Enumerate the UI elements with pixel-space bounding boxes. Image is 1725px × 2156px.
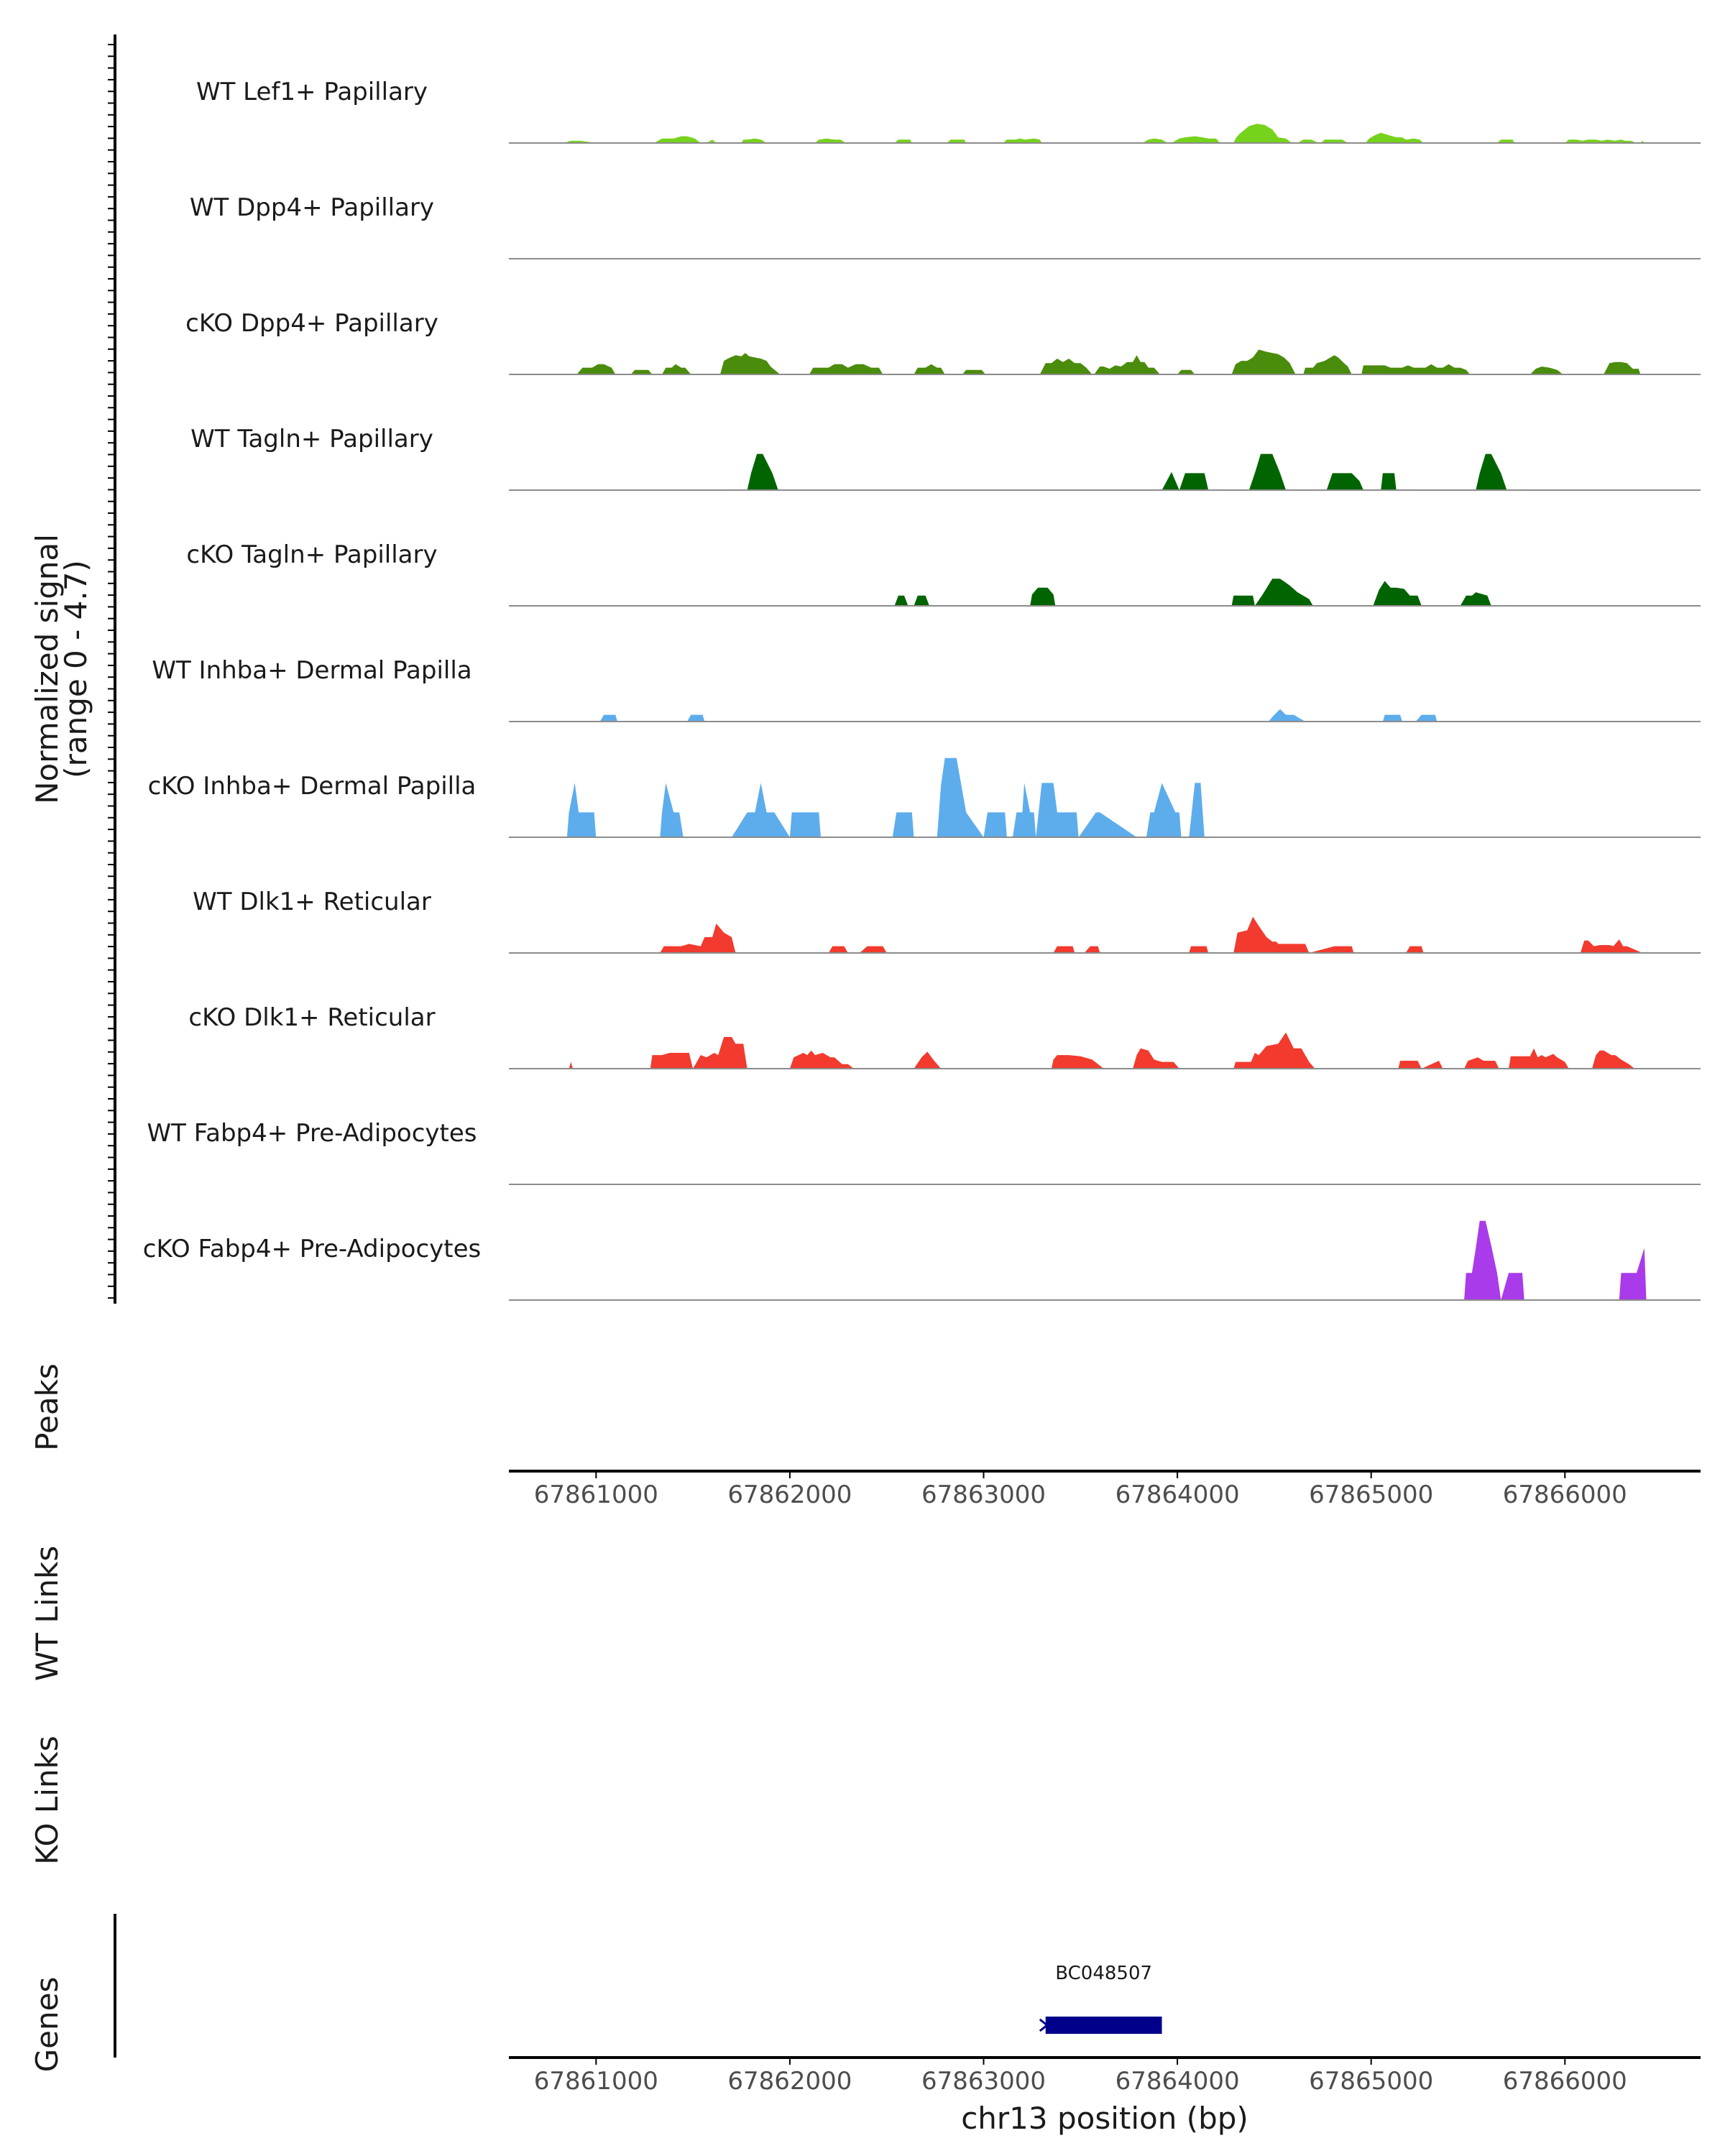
x-axis-upper: 67861000 67862000 67863000 67864000 67865000…	[509, 1470, 1701, 1509]
track-label: cKO Dlk1+ Reticular	[188, 1003, 435, 1032]
track-label: WT Inhba+ Dermal Papilla	[152, 656, 472, 685]
signal-area-4	[747, 453, 1507, 490]
x-axis-lower-tick-label: 67861000	[534, 2067, 658, 2096]
x-axis-lower-tick-label: 67864000	[1116, 2067, 1240, 2096]
panel-title: WT Links	[29, 1546, 65, 1681]
gene-track: BC048507	[114, 1914, 1162, 2058]
track-11	[509, 1220, 1701, 1301]
coverage-tracks	[509, 124, 1701, 1301]
x-axis-lower-tick-label: 67865000	[1309, 2067, 1433, 2096]
signal-y-axis	[108, 34, 116, 1304]
gene-strand-arrow-icon	[1039, 2018, 1049, 2032]
x-axis-lower-tick-label: 67862000	[727, 2067, 852, 2096]
track-label: WT Fabp4+ Pre-Adipocytes	[147, 1119, 477, 1148]
gene-body	[1045, 2017, 1162, 2034]
signal-area-3	[576, 349, 1641, 374]
track-label: WT Dlk1+ Reticular	[193, 888, 431, 916]
x-axis-upper-tick-label: 67861000	[534, 1480, 658, 1509]
track-label: cKO Inhba+ Dermal Papilla	[148, 772, 477, 801]
x-axis-lower-tick-label: 67863000	[921, 2067, 1046, 2096]
track-labels: WT Lef1+ Papillary WT Dpp4+ Papillary cKO …	[143, 78, 482, 1263]
signal-area-9	[569, 1032, 1635, 1069]
track-label: cKO Tagln+ Papillary	[186, 540, 437, 569]
x-axis-title: chr13 position (bp)	[961, 2101, 1248, 2136]
x-axis-lower: 67861000 67862000 67863000 67864000 67865000…	[509, 2056, 1701, 2096]
track-label: cKO Fabp4+ Pre-Adipocytes	[143, 1235, 482, 1263]
signal-area-5	[894, 579, 1491, 606]
signal-y-axis-title: Normalized signal(range 0 - 4.7)	[29, 534, 93, 804]
track-label: WT Dpp4+ Papillary	[190, 193, 434, 222]
track-label: cKO Dpp4+ Papillary	[185, 309, 438, 338]
x-axis-upper-tick-label: 67862000	[727, 1480, 852, 1509]
gene-label: BC048507	[1055, 1963, 1152, 1984]
track-6	[509, 709, 1701, 722]
y-axis-title-line-1: Normalized signal	[29, 534, 65, 804]
annotation-panels: Peaks WT Links KO Links Genes	[29, 1363, 65, 2072]
x-axis-upper-tick-label: 67863000	[921, 1480, 1046, 1509]
track-1	[509, 124, 1701, 144]
signal-area-8	[660, 916, 1643, 953]
panel-title: KO Links	[29, 1736, 65, 1865]
panel-title: Peaks	[29, 1363, 65, 1451]
x-axis-upper-tick-label: 67866000	[1503, 1480, 1627, 1509]
signal-area-1	[563, 124, 1644, 143]
x-axis-lower-tick-label: 67866000	[1503, 2067, 1627, 2096]
track-4	[509, 453, 1701, 491]
track-9	[509, 1032, 1701, 1069]
x-axis-upper-tick-label: 67864000	[1116, 1480, 1240, 1509]
track-3	[509, 349, 1701, 375]
signal-area-11	[1464, 1220, 1647, 1300]
signal-area-7	[566, 757, 1205, 837]
track-5	[509, 579, 1701, 607]
panel-title: Genes	[29, 1977, 65, 2073]
track-7	[509, 757, 1701, 838]
x-axis-upper-tick-label: 67865000	[1309, 1480, 1433, 1509]
y-axis-title-line-2: (range 0 - 4.7)	[58, 560, 93, 778]
signal-area-6	[599, 709, 1438, 722]
track-8	[509, 916, 1701, 954]
track-label: WT Tagln+ Papillary	[190, 425, 433, 453]
track-label: WT Lef1+ Papillary	[196, 78, 428, 106]
